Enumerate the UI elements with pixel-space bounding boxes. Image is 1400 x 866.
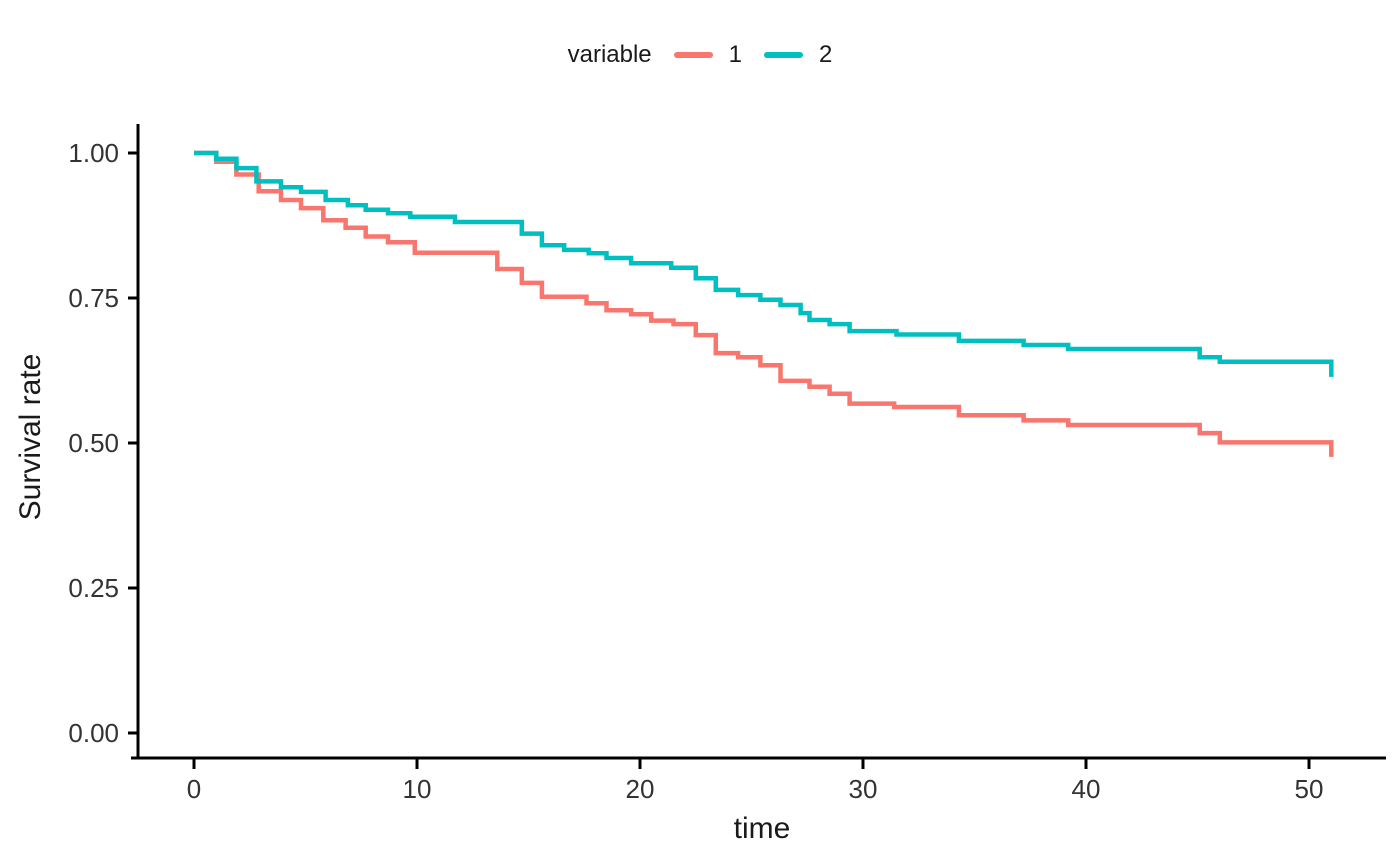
y-tick-label: 0.75 — [68, 283, 119, 313]
x-tick-label: 20 — [626, 774, 655, 804]
x-tick-label: 10 — [403, 774, 432, 804]
legend-label-2: 2 — [819, 41, 833, 68]
y-tick-label: 0.25 — [68, 573, 119, 603]
x-tick-label: 30 — [849, 774, 878, 804]
survival-curve-1 — [194, 150, 1334, 457]
x-tick-label: 0 — [187, 774, 201, 804]
legend: variable 1 2 — [0, 41, 1400, 69]
x-tick-label: 50 — [1295, 774, 1324, 804]
legend-key-line-1 — [673, 52, 713, 58]
legend-label-1: 1 — [728, 41, 743, 68]
x-tick-label: 40 — [1072, 774, 1101, 804]
y-axis-title: Survival rate — [14, 354, 47, 521]
legend-title: variable — [567, 41, 652, 68]
y-tick-label: 0.50 — [68, 428, 119, 458]
legend-item-1: 1 — [673, 41, 743, 69]
survival-curve-2 — [194, 150, 1334, 377]
legend-item-2: 2 — [764, 41, 832, 69]
legend-key-line-2 — [764, 52, 804, 58]
y-tick-label: 1.00 — [68, 138, 119, 168]
y-tick-label: 0.00 — [68, 718, 119, 748]
x-axis-title: time — [734, 812, 791, 845]
